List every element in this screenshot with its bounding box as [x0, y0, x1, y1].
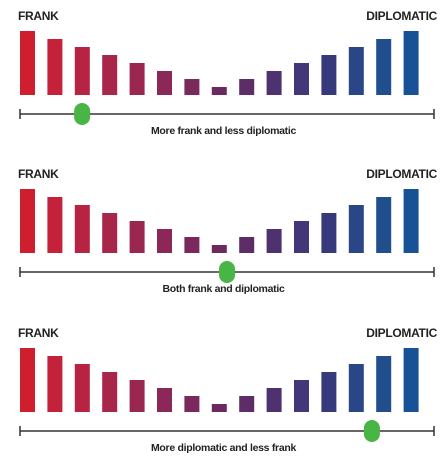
scale-bar-1	[20, 31, 35, 95]
scale-bar-11	[294, 63, 309, 95]
slider-knob[interactable]	[219, 261, 235, 283]
scale-bar-11	[294, 221, 309, 253]
scale-bar-14	[376, 197, 392, 253]
scale-bar-9	[239, 79, 255, 95]
scale-bar-8	[211, 404, 227, 412]
scale-bar-3	[74, 205, 90, 253]
panel-caption: More frank and less diplomatic	[150, 125, 297, 137]
scale-bar-4	[102, 372, 118, 412]
scale-bar-3	[74, 47, 90, 95]
scale-bar-12	[321, 55, 337, 95]
scale-bar-9	[239, 396, 255, 412]
diplomatic-label: DIPLOMATIC	[366, 326, 437, 340]
frank-label: FRANK	[18, 9, 59, 23]
scale-bar-15	[403, 189, 419, 253]
scale-bar-1	[20, 189, 35, 253]
scale-bar-9	[239, 237, 255, 253]
scale-bar-5	[129, 380, 145, 412]
scale-bar-14	[376, 39, 392, 95]
bar-scale	[19, 348, 435, 442]
bar-scale	[19, 31, 435, 125]
scale-bar-14	[376, 356, 392, 412]
frank-label: FRANK	[18, 326, 59, 340]
scale-panel-diplomatic: FRANK DIPLOMATIC More diplomatic and les…	[0, 317, 447, 469]
scale-bar-2	[47, 39, 63, 95]
scale-bar-8	[211, 87, 227, 95]
slider-knob[interactable]	[74, 103, 91, 125]
scale-bar-13	[348, 47, 364, 95]
diplomatic-label: DIPLOMATIC	[366, 9, 437, 23]
scale-bar-4	[102, 55, 118, 95]
scale-bar-7	[184, 396, 200, 412]
scale-bar-5	[129, 63, 145, 95]
slider-knob[interactable]	[363, 420, 380, 442]
scale-bar-15	[403, 31, 419, 95]
scale-bar-7	[184, 79, 200, 95]
scale-bar-13	[348, 205, 364, 253]
scale-bar-7	[184, 237, 200, 253]
panel-caption: More diplomatic and less frank	[150, 442, 297, 454]
scale-bar-10	[266, 71, 282, 95]
frank-label: FRANK	[18, 167, 59, 181]
scale-bar-6	[157, 71, 172, 95]
scale-bar-13	[348, 364, 364, 412]
bar-scale	[19, 189, 435, 283]
scale-bar-11	[294, 380, 309, 412]
scale-bar-6	[157, 388, 172, 412]
scale-bar-15	[403, 348, 419, 412]
scale-bar-4	[102, 213, 118, 253]
scale-bar-8	[211, 245, 227, 253]
scale-bar-1	[20, 348, 35, 412]
scale-bar-12	[321, 372, 337, 412]
panel-caption: Both frank and diplomatic	[162, 283, 285, 295]
diplomatic-label: DIPLOMATIC	[366, 167, 437, 181]
scale-bar-12	[321, 213, 337, 253]
scale-bar-10	[266, 229, 282, 253]
scale-panel-balanced: FRANK DIPLOMATIC Both frank and diplomat…	[0, 158, 447, 310]
scale-bar-2	[47, 197, 63, 253]
scale-bar-6	[157, 229, 172, 253]
scale-bar-3	[74, 364, 90, 412]
scale-bar-5	[129, 221, 145, 253]
scale-panel-frank: FRANK DIPLOMATIC More frank and less dip…	[0, 0, 447, 152]
scale-bar-10	[266, 388, 282, 412]
scale-bar-2	[47, 356, 63, 412]
